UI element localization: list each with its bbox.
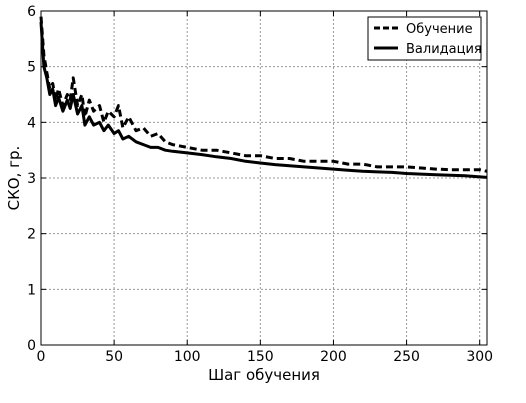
legend: Обучение Валидация bbox=[367, 16, 482, 61]
x-tick-label: 150 bbox=[247, 349, 274, 365]
plot-frame bbox=[40, 10, 488, 346]
x-tick-label: 100 bbox=[174, 349, 201, 365]
x-tick-label: 250 bbox=[393, 349, 420, 365]
axis-ticks: 0 50 100 150 200 250 300 0 1 2 3 4 5 6 bbox=[27, 4, 493, 365]
series-line-training bbox=[39, 16, 488, 173]
legend-label: Валидация bbox=[406, 42, 482, 57]
y-tick-label: 3 bbox=[27, 171, 36, 187]
x-tick-label: 0 bbox=[37, 349, 46, 365]
y-tick-label: 6 bbox=[27, 4, 36, 20]
y-axis-label: СКО, гр. bbox=[5, 146, 23, 211]
legend-box bbox=[367, 16, 482, 61]
y-tick-label: 4 bbox=[27, 115, 36, 131]
y-tick-label: 0 bbox=[27, 338, 36, 354]
x-tick-label: 300 bbox=[466, 349, 493, 365]
legend-label: Обучение bbox=[406, 22, 473, 37]
grid bbox=[41, 11, 487, 345]
series-line-validation bbox=[39, 22, 488, 179]
x-tick-label: 50 bbox=[105, 349, 123, 365]
y-tick-label: 1 bbox=[27, 282, 36, 298]
y-tick-label: 5 bbox=[27, 60, 36, 76]
series-lines bbox=[39, 16, 488, 179]
y-tick-label: 2 bbox=[27, 227, 36, 243]
x-tick-label: 200 bbox=[320, 349, 347, 365]
x-axis-label: Шаг обучения bbox=[208, 366, 320, 384]
